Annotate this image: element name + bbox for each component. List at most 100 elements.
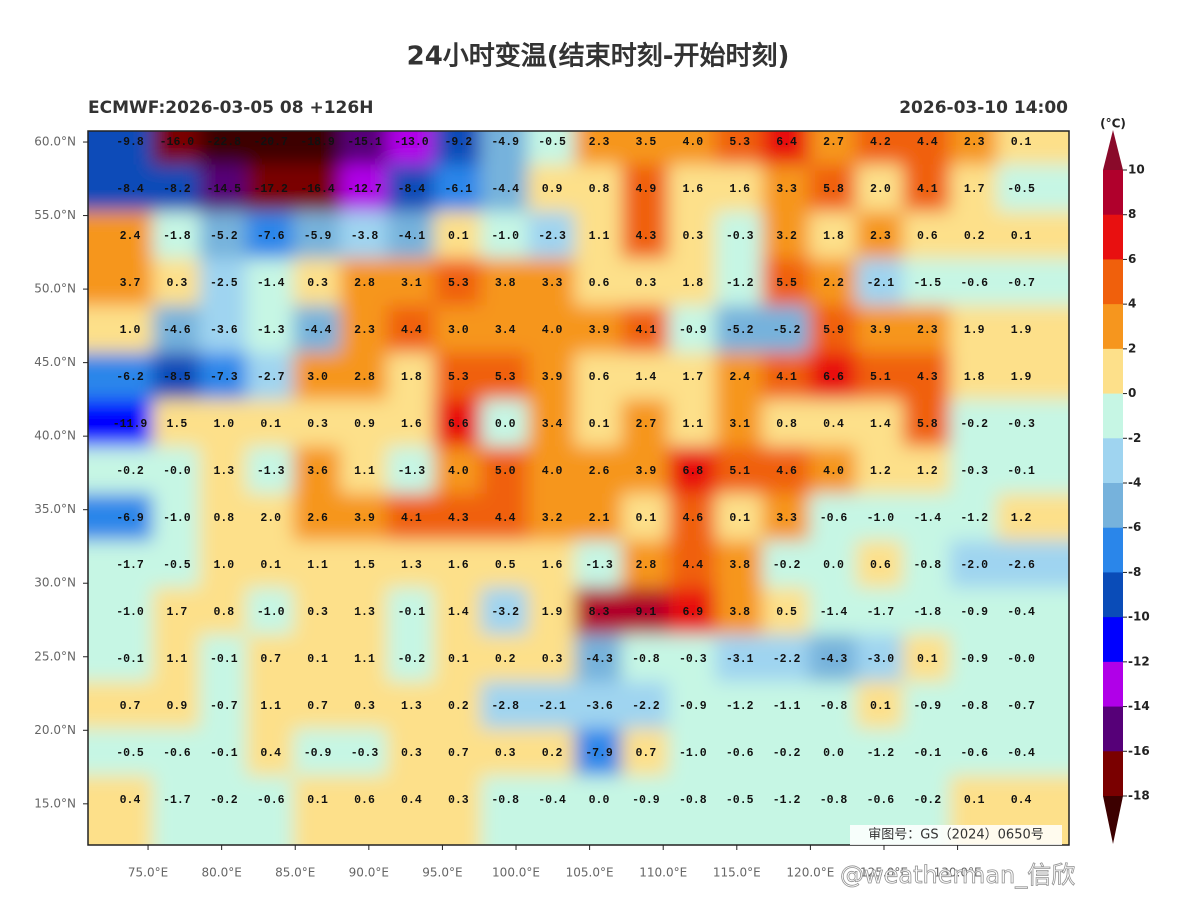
field-cell <box>527 728 577 778</box>
field-value: -0.6 <box>726 747 754 760</box>
lon-tick-label: 90.0°E <box>349 866 389 880</box>
field-cell <box>996 540 1069 590</box>
field-cell <box>246 587 296 637</box>
field-cell <box>949 728 999 778</box>
field-value: 0.5 <box>776 606 797 619</box>
field-value: 0.3 <box>307 418 328 431</box>
field-value: -0.3 <box>960 465 988 478</box>
field-cell <box>855 164 905 214</box>
field-value: -3.6 <box>585 700 613 713</box>
field-cell <box>809 587 858 637</box>
field-cell <box>152 164 202 214</box>
field-value: -5.2 <box>210 230 238 243</box>
field-cell <box>433 634 483 684</box>
field-value: 1.9 <box>964 324 985 337</box>
field-cell <box>715 131 765 167</box>
field-value: -0.5 <box>726 794 754 807</box>
colorbar-band <box>1103 527 1123 573</box>
field-value: 4.4 <box>682 559 703 572</box>
field-value: -14.5 <box>207 183 242 196</box>
colorbar-band <box>1103 438 1123 484</box>
field-value: -1.4 <box>913 512 941 525</box>
field-value: 1.2 <box>870 465 891 478</box>
field-cell <box>152 634 202 684</box>
field-value: -0.9 <box>679 324 707 337</box>
field-value: 0.6 <box>354 794 375 807</box>
field-cell <box>996 305 1069 355</box>
field-cell <box>715 211 765 261</box>
field-cell <box>293 258 343 308</box>
field-value: 1.4 <box>448 606 469 619</box>
field-cell <box>715 164 765 214</box>
field-value: -1.3 <box>398 465 426 478</box>
field-cell <box>152 728 202 778</box>
field-cell <box>855 446 905 496</box>
field-value: 2.3 <box>589 136 610 149</box>
field-cell <box>715 540 765 590</box>
field-cell <box>340 728 389 778</box>
field-cell <box>996 399 1069 449</box>
colorbar-tick-label: -16 <box>1128 744 1150 758</box>
field-value: -7.3 <box>210 371 238 384</box>
field-value: 4.2 <box>870 136 891 149</box>
field-value: 5.8 <box>823 183 844 196</box>
field-cell <box>293 399 343 449</box>
field-cell <box>199 728 249 778</box>
field-cell <box>762 352 812 402</box>
field-cell <box>152 131 202 167</box>
field-value: -0.7 <box>1007 277 1035 290</box>
field-value: 3.5 <box>636 136 657 149</box>
field-value: -0.6 <box>163 747 191 760</box>
field-value: 5.8 <box>917 418 938 431</box>
field-cell <box>949 681 999 731</box>
field-cell <box>480 131 530 167</box>
field-cell <box>480 164 530 214</box>
field-value: 3.9 <box>589 324 610 337</box>
field-cell <box>715 305 765 355</box>
field-value: 0.4 <box>1011 794 1032 807</box>
field-cell <box>621 258 671 308</box>
stamp-box <box>850 825 1062 845</box>
field-cell <box>715 587 765 637</box>
colorbar-unit: (°C) <box>1100 117 1126 131</box>
field-value: 2.4 <box>120 230 141 243</box>
field-value: -0.4 <box>1007 747 1035 760</box>
field-cell <box>246 540 296 590</box>
field-cell <box>293 131 343 167</box>
field-value: -4.3 <box>820 653 848 666</box>
field-cell <box>527 258 577 308</box>
field-value: -3.1 <box>726 653 754 666</box>
field-cell <box>386 399 436 449</box>
field-value: -16.4 <box>300 183 335 196</box>
field-cell <box>88 131 155 167</box>
field-cell <box>293 164 343 214</box>
field-cell <box>715 681 765 731</box>
field-value: 8.3 <box>589 606 610 619</box>
field-value: -0.8 <box>913 559 941 572</box>
field-cell <box>340 493 389 543</box>
field-value: 1.2 <box>917 465 938 478</box>
field-cell <box>668 305 718 355</box>
field-cell <box>621 681 671 731</box>
lon-tick-label: 110.0°E <box>639 866 687 880</box>
lon-tick-label: 120.0°E <box>786 866 834 880</box>
field-value: 1.0 <box>120 324 141 337</box>
field-value: 0.1 <box>1011 136 1032 149</box>
field-value: -5.9 <box>304 230 332 243</box>
field-value: 3.9 <box>870 324 891 337</box>
lat-tick-label: 45.0°N <box>34 355 76 369</box>
field-cell <box>152 352 202 402</box>
field-cell <box>340 587 389 637</box>
field-value: 1.6 <box>401 418 422 431</box>
field-cell <box>574 258 624 308</box>
field-cell <box>996 728 1069 778</box>
field-cell <box>527 399 577 449</box>
colorbar: (°C) 10 8 6 4 2 0 -2 -4 -6 -8 -10 -12 -14 -16 -18 <box>1100 117 1150 844</box>
field-cell <box>855 493 905 543</box>
field-cell <box>574 775 624 845</box>
field-cell <box>433 352 483 402</box>
field-value: -0.8 <box>491 794 519 807</box>
field-value: 5.1 <box>870 371 891 384</box>
field-value: -0.7 <box>1007 700 1035 713</box>
field-value: 0.3 <box>354 700 375 713</box>
